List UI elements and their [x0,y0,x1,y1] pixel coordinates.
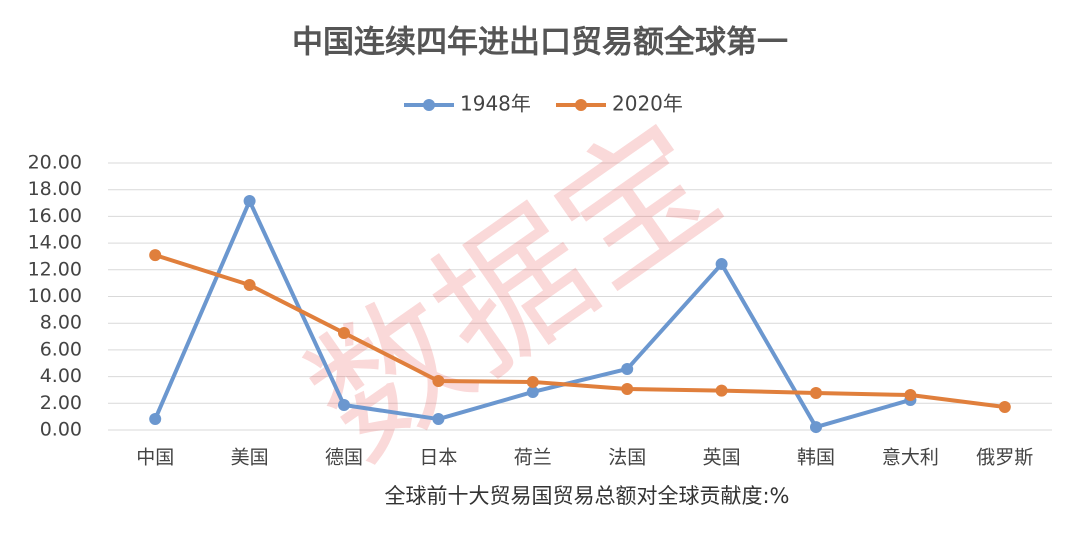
data-point [621,362,634,375]
legend-label: 1948年 [460,92,531,116]
data-point [526,375,539,388]
data-point [998,401,1011,414]
data-point [243,279,256,292]
x-axis-title: 全球前十大贸易国贸易总额对全球贡献度:% [384,484,789,508]
x-tick-label: 法国 [608,447,646,469]
x-tick-label: 韩国 [797,447,835,469]
data-point [243,195,256,208]
data-point [432,413,445,426]
data-point [526,385,539,398]
legend-label: 2020年 [612,92,683,116]
data-point [715,258,728,271]
y-tick-label: 0.00 [40,419,82,441]
data-point [810,387,822,400]
x-tick-label: 荷兰 [514,447,552,469]
series-line [154,253,1006,410]
legend-marker [575,99,587,111]
y-tick-label: 6.00 [40,338,82,360]
chart-title: 中国连续四年进出口贸易额全球第一 [292,25,788,61]
x-tick-label: 意大利 [882,447,939,469]
y-tick-label: 18.00 [28,178,82,200]
data-point [621,383,634,396]
y-tick-label: 10.00 [28,285,82,307]
x-tick-label: 德国 [325,447,363,469]
y-tick-label: 8.00 [40,312,82,334]
x-tick-label: 日本 [419,447,457,469]
x-tick-label: 美国 [231,447,269,469]
y-tick-label: 20.00 [28,152,82,174]
x-tick-label: 俄罗斯 [976,447,1033,469]
y-tick-label: 12.00 [28,258,82,280]
y-tick-label: 14.00 [28,232,82,254]
legend-marker [423,99,435,111]
data-point [338,326,350,339]
data-point [810,421,822,434]
data-point [432,375,445,388]
data-point [338,399,350,412]
x-tick-label: 中国 [136,447,174,469]
data-point [149,413,162,426]
y-tick-label: 2.00 [40,392,82,414]
data-point [904,389,917,402]
data-point [149,249,162,262]
y-tick-label: 4.00 [40,365,82,387]
x-tick-label: 英国 [703,447,741,469]
y-tick-label: 16.00 [28,205,82,227]
data-point [715,384,728,397]
